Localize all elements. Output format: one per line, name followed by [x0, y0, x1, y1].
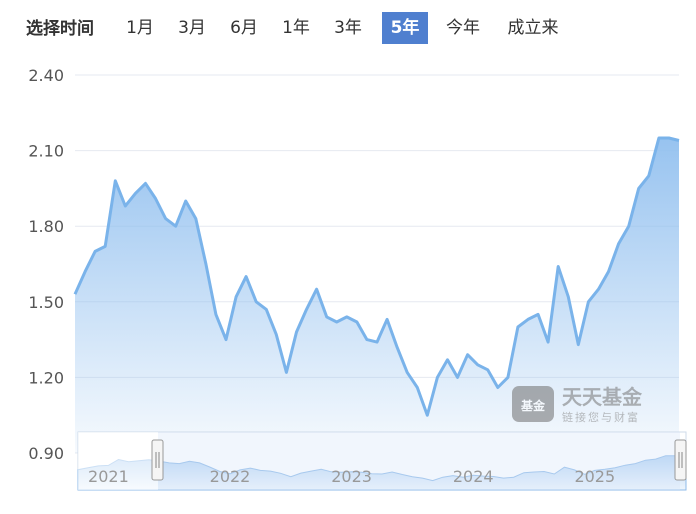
navigator-right-handle-box[interactable] — [675, 440, 686, 480]
period-option-5-years[interactable]: 5年 — [382, 12, 428, 44]
watermark-slogan: 链接您与财富 — [562, 410, 640, 424]
nav-chart-svg: 2.402.101.801.501.200.90 基金 天天基金 链接您与财富 … — [0, 52, 696, 510]
watermark-logo-text: 基金 — [520, 398, 546, 413]
y-tick-label: 1.20 — [28, 368, 64, 387]
y-tick-label: 2.40 — [28, 66, 64, 85]
navigator-left-handle-box[interactable] — [152, 440, 163, 480]
y-axis-labels: 2.40 2.10 1.80 1.50 1.20 0.90 — [28, 66, 64, 463]
period-option-3-years[interactable]: 3年 — [326, 12, 370, 44]
period-selector-title: 选择时间 — [26, 14, 94, 39]
y-tick-label: 1.50 — [28, 293, 64, 312]
period-option-since-inception[interactable]: 成立来 — [500, 12, 566, 44]
navigator-year-label: 2021 — [88, 467, 129, 486]
navigator-year-label: 2023 — [331, 467, 372, 486]
navigator-left-handle[interactable] — [152, 440, 163, 480]
period-selector: 选择时间 1月 3月 6月 1年 3年 5年 今年 成立来 — [0, 0, 696, 52]
y-tick-label: 2.10 — [28, 142, 64, 161]
period-option-this-year[interactable]: 今年 — [438, 12, 488, 44]
y-tick-label: 0.90 — [28, 444, 64, 463]
period-option-1-month[interactable]: 1月 — [118, 12, 162, 44]
range-navigator[interactable]: 2021 2022 2023 2024 2025 — [78, 432, 686, 490]
period-option-1-year[interactable]: 1年 — [274, 12, 318, 44]
navigator-year-label: 2022 — [210, 467, 251, 486]
navigator-year-label: 2024 — [453, 467, 494, 486]
y-tick-label: 1.80 — [28, 217, 64, 236]
navigator-right-handle[interactable] — [675, 440, 686, 480]
watermark-brand: 天天基金 — [562, 385, 643, 409]
watermark: 基金 天天基金 链接您与财富 — [512, 385, 643, 424]
period-option-3-months[interactable]: 3月 — [170, 12, 214, 44]
period-option-6-months[interactable]: 6月 — [222, 12, 266, 44]
navigator-year-label: 2025 — [574, 467, 615, 486]
